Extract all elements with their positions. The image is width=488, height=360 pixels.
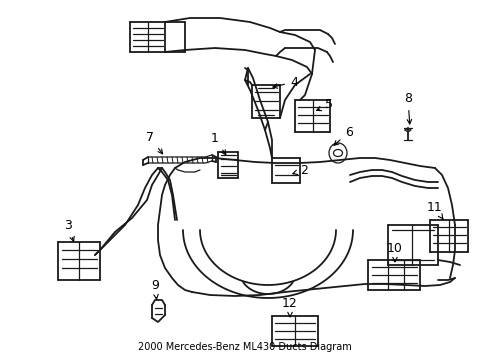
Text: 9: 9 (151, 279, 159, 299)
Text: 2: 2 (292, 163, 307, 176)
Text: 2000 Mercedes-Benz ML430 Ducts Diagram: 2000 Mercedes-Benz ML430 Ducts Diagram (137, 342, 351, 352)
Text: 4: 4 (272, 76, 297, 89)
Text: 8: 8 (403, 92, 411, 124)
Text: 3: 3 (64, 219, 74, 241)
Text: 1: 1 (211, 132, 225, 155)
Text: 12: 12 (282, 297, 297, 317)
Text: 7: 7 (146, 131, 162, 154)
Text: 11: 11 (426, 201, 442, 219)
Text: 5: 5 (316, 99, 332, 112)
Text: 10: 10 (386, 242, 402, 262)
Text: 6: 6 (333, 126, 352, 145)
